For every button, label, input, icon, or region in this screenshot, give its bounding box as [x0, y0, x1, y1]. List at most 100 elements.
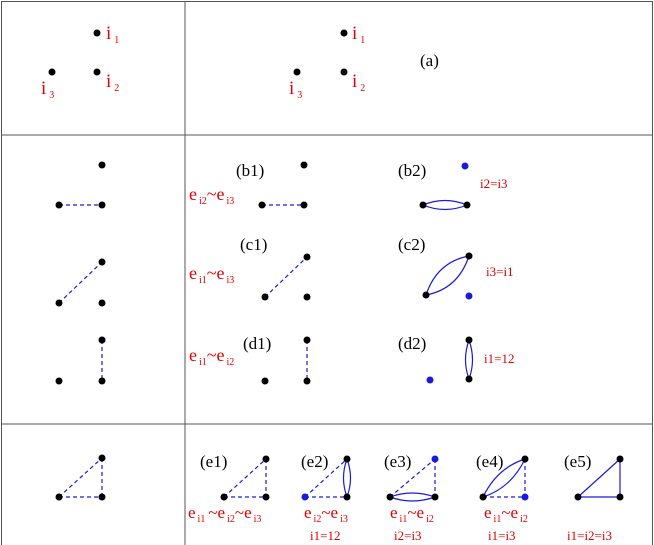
- solid-edge: [422, 199, 468, 206]
- solid-edge: [482, 458, 526, 498]
- solid-edge: [577, 458, 621, 498]
- identity-b: i2=i3: [480, 176, 508, 191]
- node: [55, 493, 63, 501]
- node: [343, 493, 351, 501]
- solid-edge: [346, 458, 352, 498]
- solid-edge: [422, 204, 468, 211]
- node-i3: [48, 68, 56, 76]
- identity-c: i3=i1: [486, 264, 514, 279]
- node: [465, 336, 473, 344]
- node: [303, 293, 311, 301]
- node-blue: [521, 493, 529, 501]
- node: [479, 493, 487, 501]
- node: [300, 201, 308, 209]
- dashed-edge: [264, 256, 308, 298]
- node: [465, 375, 473, 383]
- node: [343, 455, 351, 463]
- node: [98, 493, 106, 501]
- solid-edge: [482, 458, 526, 498]
- row-e-e2: (e2) e i2~e i3 i1=12: [301, 452, 352, 543]
- solid-edge: [425, 255, 470, 296]
- label-c2: (c2): [398, 235, 425, 254]
- equiv-c: e i1~e i3: [189, 263, 234, 286]
- node: [465, 252, 473, 260]
- row-c-c1: (c1) e i1~e i3: [189, 235, 311, 301]
- node: [422, 291, 430, 299]
- node: [300, 161, 308, 169]
- node: [419, 201, 427, 209]
- row-d-d1: (d1) e i1~e i2: [189, 334, 311, 385]
- node: [98, 377, 106, 385]
- label-e3: (e3): [384, 452, 411, 471]
- label-b1: (b1): [236, 161, 264, 180]
- node: [55, 299, 63, 307]
- equiv-b: e i2~e i3: [189, 184, 234, 207]
- row-e-e4: (e4) e i1~e i2 i1=i3: [476, 452, 529, 543]
- equiv-e2: e i2~e i3: [304, 503, 348, 525]
- node-i1: [93, 29, 101, 37]
- solid-edge: [389, 492, 436, 498]
- equiv-e3: e i1~e i2: [390, 503, 434, 525]
- node: [98, 258, 106, 266]
- label-e5: (e5): [564, 452, 591, 471]
- dashed-edge: [304, 458, 348, 498]
- node: [303, 253, 311, 261]
- equiv-e1: e i1 ~e i2~e i3: [188, 503, 261, 525]
- node: [98, 336, 106, 344]
- node: [261, 293, 269, 301]
- row-d-left: [55, 336, 106, 385]
- node: [98, 201, 106, 209]
- node: [261, 377, 269, 385]
- dashed-edge: [58, 457, 103, 498]
- node-blue: [431, 455, 439, 463]
- dashed-edge: [58, 261, 103, 304]
- label-c1: (c1): [240, 235, 267, 254]
- label-b2: (b2): [398, 161, 426, 180]
- equiv-d: e i1~e i2: [189, 345, 234, 368]
- node: [386, 493, 394, 501]
- label-d1: (d1): [243, 334, 271, 353]
- dashed-edge: [223, 458, 267, 498]
- label-e4: (e4): [476, 452, 503, 471]
- node: [98, 454, 106, 462]
- solid-edge: [464, 339, 470, 380]
- solid-edge: [468, 339, 474, 380]
- equiv-e4: e i1~e i2: [484, 503, 528, 525]
- identity-e4: i1=i3: [488, 528, 516, 543]
- identity-d: i1=12: [484, 351, 514, 366]
- solid-edge: [342, 458, 348, 498]
- node: [574, 493, 582, 501]
- row-b-b1: (b1) e i2~e i3: [189, 161, 308, 209]
- identity-e2: i1=12: [310, 528, 340, 543]
- node: [303, 336, 311, 344]
- node: [262, 455, 270, 463]
- node: [258, 201, 266, 209]
- node-i1: [340, 29, 348, 37]
- node-i2: [93, 68, 101, 76]
- node: [262, 493, 270, 501]
- node: [55, 377, 63, 385]
- node: [303, 377, 311, 385]
- node: [220, 493, 228, 501]
- row-e-e3: (e3) e i1~e i2 i2=i3: [384, 452, 439, 543]
- node-blue: [461, 162, 469, 170]
- node: [616, 455, 624, 463]
- solid-edge: [425, 255, 470, 296]
- dashed-edge: [389, 458, 436, 498]
- node: [98, 299, 106, 307]
- label-e1: (e1): [200, 452, 227, 471]
- node-blue: [301, 493, 309, 501]
- node-i2: [340, 68, 348, 76]
- node: [431, 493, 439, 501]
- identity-e3: i2=i3: [394, 528, 422, 543]
